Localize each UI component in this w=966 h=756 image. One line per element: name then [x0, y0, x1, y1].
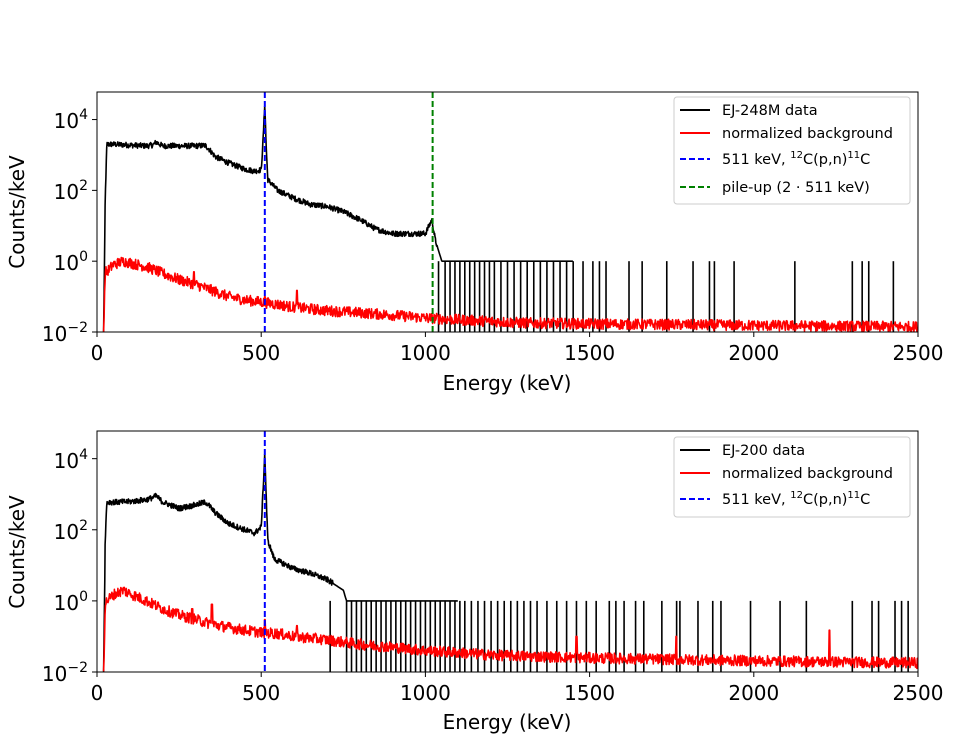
- top-series-data-line: [102, 105, 574, 332]
- top-legend: EJ-248M data normalized background 511 k…: [673, 96, 911, 205]
- top-ytick-label-m2: 10−2: [42, 320, 88, 346]
- top-xtick-label: 500: [242, 341, 280, 365]
- top-ticks: [92, 119, 919, 337]
- bottom-legend-box: [673, 436, 911, 518]
- bottom-xtick-label: 1000: [400, 681, 451, 705]
- bottom-ytick-label-4: 104: [54, 447, 88, 473]
- bottom-xtick-label: 500: [242, 681, 280, 705]
- top-ytick-label-4: 104: [54, 107, 88, 133]
- bottom-xlabel: Energy (keV): [443, 710, 572, 734]
- bottom-series-background-line: [102, 586, 918, 672]
- top-series-background-line: [102, 256, 918, 332]
- bottom-xtick-label: 2000: [728, 681, 779, 705]
- bottom-ticks: [92, 458, 919, 677]
- top-legend-511-label: 511 keV, 12C(p,n)11C: [722, 150, 870, 168]
- bottom-ylabel: Counts/keV: [5, 495, 29, 609]
- bottom-ytick-label-2: 102: [54, 518, 88, 544]
- top-ylabel: Counts/keV: [5, 155, 29, 269]
- bottom-panel: 104 102 100 10−2 0 500 1000 1500 2000 25…: [5, 430, 944, 734]
- bottom-legend-bg-label: normalized background: [722, 466, 893, 482]
- top-xtick-label: 2500: [893, 341, 944, 365]
- bottom-xtick-label: 1500: [564, 681, 615, 705]
- top-xlabel: Energy (keV): [443, 371, 572, 395]
- bottom-legend: EJ-200 data normalized background 511 ke…: [673, 436, 911, 518]
- top-ytick-label-0: 100: [54, 249, 88, 275]
- top-xtick-label: 0: [91, 341, 104, 365]
- top-xtick-label: 1000: [400, 341, 451, 365]
- bottom-plot-frame: [96, 430, 919, 673]
- top-xtick-label: 1500: [564, 341, 615, 365]
- top-legend-box: [673, 96, 911, 205]
- bottom-legend-data-label: EJ-200 data: [722, 443, 805, 459]
- bottom-ytick-label-m2: 10−2: [42, 660, 88, 686]
- bottom-legend-511-label: 511 keV, 12C(p,n)11C: [722, 490, 870, 508]
- bottom-xtick-label: 0: [91, 681, 104, 705]
- bottom-ytick-label-0: 100: [54, 589, 88, 615]
- top-xtick-label: 2000: [728, 341, 779, 365]
- top-legend-data-label: EJ-248M data: [722, 103, 818, 119]
- top-ytick-label-2: 102: [54, 178, 88, 204]
- top-legend-bg-label: normalized background: [722, 126, 893, 142]
- top-legend-pileup-label: pile-up (2 · 511 keV): [722, 180, 870, 196]
- bottom-xtick-label: 2500: [893, 681, 944, 705]
- bottom-plot-data: [102, 453, 918, 672]
- bottom-series-data-line: [102, 453, 459, 672]
- top-panel: 104 102 100 10−2 0 500 1000 1500 2000 25…: [5, 91, 944, 395]
- top-plot-data: [102, 105, 918, 332]
- top-plot-frame: [96, 91, 919, 333]
